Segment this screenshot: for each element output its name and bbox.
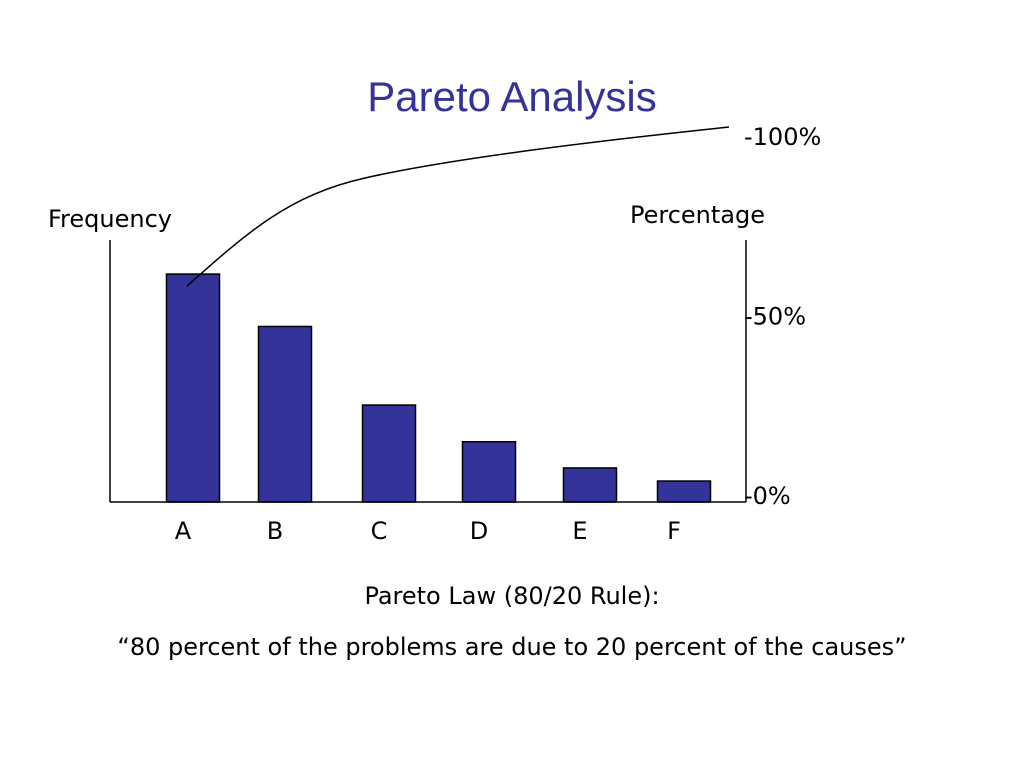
bar-a (165, 273, 221, 503)
percentage-axis-label: Percentage (630, 201, 765, 229)
frequency-axis-label: Frequency (48, 205, 172, 233)
bar-f (656, 480, 712, 503)
cumulative-percentage-curve (186, 126, 730, 287)
x-tick-labels: A B C D E F (175, 517, 681, 545)
x-tick-e: E (572, 517, 587, 545)
bar-d (461, 440, 517, 503)
x-tick-b: B (267, 517, 283, 545)
chart-title: Pareto Analysis (367, 73, 657, 120)
bar-e (562, 467, 618, 503)
x-tick-a: A (175, 517, 192, 545)
x-tick-f: F (667, 517, 681, 545)
bar-c (361, 404, 417, 503)
percentage-tick-50: -50% (744, 303, 806, 331)
bar-b (257, 325, 313, 503)
pareto-law-quote: “80 percent of the problems are due to 2… (117, 633, 907, 661)
percentage-tick-labels: -100% -50% -0% (744, 123, 821, 510)
percentage-tick-0: -0% (744, 482, 791, 510)
percentage-tick-100: -100% (744, 123, 821, 151)
bar-series (165, 273, 712, 503)
pareto-law-heading: Pareto Law (80/20 Rule): (364, 582, 660, 610)
x-tick-c: C (371, 517, 388, 545)
x-tick-d: D (470, 517, 488, 545)
